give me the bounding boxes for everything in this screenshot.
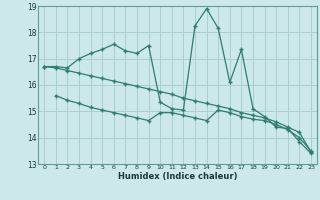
X-axis label: Humidex (Indice chaleur): Humidex (Indice chaleur) (118, 172, 237, 181)
